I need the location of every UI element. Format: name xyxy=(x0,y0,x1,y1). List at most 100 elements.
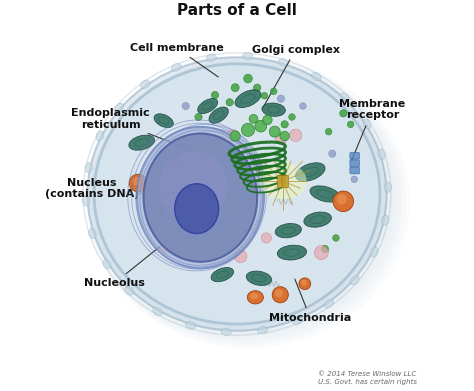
Circle shape xyxy=(321,245,328,253)
Circle shape xyxy=(147,216,158,227)
Circle shape xyxy=(244,74,252,83)
Ellipse shape xyxy=(91,60,398,339)
Ellipse shape xyxy=(93,63,383,327)
Ellipse shape xyxy=(211,267,234,282)
Circle shape xyxy=(241,123,255,136)
Circle shape xyxy=(182,102,189,110)
Ellipse shape xyxy=(301,280,307,285)
Circle shape xyxy=(269,126,280,137)
Ellipse shape xyxy=(299,278,310,290)
Ellipse shape xyxy=(333,191,354,212)
Circle shape xyxy=(261,92,268,99)
FancyBboxPatch shape xyxy=(350,160,359,167)
Text: Membrane
receptor: Membrane receptor xyxy=(339,99,406,160)
Text: Mitochondria: Mitochondria xyxy=(269,279,351,323)
Circle shape xyxy=(347,121,354,127)
Ellipse shape xyxy=(277,245,307,260)
Ellipse shape xyxy=(132,177,141,186)
Ellipse shape xyxy=(378,149,385,159)
Circle shape xyxy=(230,131,240,141)
Circle shape xyxy=(333,235,339,241)
Circle shape xyxy=(290,129,302,142)
Ellipse shape xyxy=(125,286,134,295)
Ellipse shape xyxy=(370,247,378,257)
Ellipse shape xyxy=(103,259,111,269)
Ellipse shape xyxy=(88,58,409,348)
Ellipse shape xyxy=(85,163,92,173)
FancyBboxPatch shape xyxy=(282,175,288,188)
Circle shape xyxy=(263,115,272,125)
Ellipse shape xyxy=(250,293,258,299)
Ellipse shape xyxy=(340,93,349,102)
Ellipse shape xyxy=(351,276,359,285)
Circle shape xyxy=(235,250,247,262)
Ellipse shape xyxy=(82,196,90,206)
Text: Nucleus
(contains DNA): Nucleus (contains DNA) xyxy=(45,178,194,199)
Circle shape xyxy=(270,88,277,95)
Circle shape xyxy=(228,129,239,141)
Ellipse shape xyxy=(243,52,253,60)
Ellipse shape xyxy=(337,194,347,204)
Ellipse shape xyxy=(122,85,337,281)
Ellipse shape xyxy=(310,186,340,202)
Circle shape xyxy=(226,99,233,106)
Circle shape xyxy=(339,110,347,117)
Ellipse shape xyxy=(209,107,228,123)
Circle shape xyxy=(351,176,357,183)
FancyBboxPatch shape xyxy=(350,152,359,159)
Ellipse shape xyxy=(185,322,196,329)
Ellipse shape xyxy=(129,174,147,192)
Ellipse shape xyxy=(247,291,264,304)
Ellipse shape xyxy=(275,224,301,238)
Text: Cell membrane: Cell membrane xyxy=(130,43,223,77)
Text: Endoplasmic
reticulum: Endoplasmic reticulum xyxy=(71,108,198,152)
Ellipse shape xyxy=(275,289,283,297)
Circle shape xyxy=(300,103,306,109)
Circle shape xyxy=(314,246,328,260)
Ellipse shape xyxy=(272,287,288,303)
FancyBboxPatch shape xyxy=(350,167,359,174)
Circle shape xyxy=(195,113,202,121)
Title: Parts of a Cell: Parts of a Cell xyxy=(177,3,297,18)
Ellipse shape xyxy=(384,182,392,192)
Circle shape xyxy=(249,115,258,123)
Circle shape xyxy=(231,84,239,92)
Ellipse shape xyxy=(90,59,402,342)
Ellipse shape xyxy=(129,135,155,150)
Ellipse shape xyxy=(246,271,272,285)
Circle shape xyxy=(261,233,272,243)
Ellipse shape xyxy=(221,328,231,335)
Circle shape xyxy=(328,150,336,157)
Ellipse shape xyxy=(312,72,321,81)
Ellipse shape xyxy=(144,133,257,262)
Ellipse shape xyxy=(304,212,331,227)
Circle shape xyxy=(325,128,332,135)
Ellipse shape xyxy=(92,62,391,333)
Ellipse shape xyxy=(88,57,386,331)
Ellipse shape xyxy=(257,326,268,334)
Circle shape xyxy=(158,206,166,215)
Ellipse shape xyxy=(292,317,302,325)
Ellipse shape xyxy=(115,103,123,112)
Ellipse shape xyxy=(382,215,389,225)
Circle shape xyxy=(160,238,175,253)
Text: Golgi complex: Golgi complex xyxy=(252,45,340,109)
Ellipse shape xyxy=(278,59,289,66)
FancyBboxPatch shape xyxy=(277,175,283,188)
Ellipse shape xyxy=(96,131,104,141)
Ellipse shape xyxy=(262,103,285,117)
Ellipse shape xyxy=(324,300,334,308)
Ellipse shape xyxy=(235,90,261,108)
Ellipse shape xyxy=(154,114,173,127)
Ellipse shape xyxy=(206,54,217,61)
Ellipse shape xyxy=(91,61,394,336)
Ellipse shape xyxy=(153,307,162,316)
Circle shape xyxy=(280,131,290,141)
Ellipse shape xyxy=(159,151,227,222)
Circle shape xyxy=(289,114,295,120)
Ellipse shape xyxy=(140,80,150,89)
Ellipse shape xyxy=(172,63,182,71)
Text: Nucleolus: Nucleolus xyxy=(84,223,189,288)
Text: © 2014 Terese Winslow LLC
U.S. Govt. has certain rights: © 2014 Terese Winslow LLC U.S. Govt. has… xyxy=(318,371,417,385)
Circle shape xyxy=(254,84,261,91)
